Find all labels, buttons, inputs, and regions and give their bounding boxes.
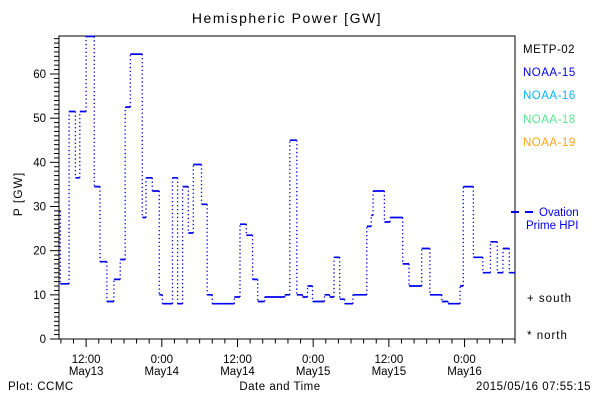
plot-timestamp: 2015/05/16 07:55:15 (475, 381, 591, 393)
ovation-legend-line1: Ovation (539, 207, 579, 219)
svg-text:30: 30 (33, 201, 46, 213)
north-marker-label: north (536, 330, 568, 342)
legend-item-noaa18: NOAA-18 (523, 113, 576, 126)
svg-text:40: 40 (33, 157, 46, 169)
y-axis-label: P [GW] (11, 171, 25, 217)
svg-text:May14: May14 (220, 366, 255, 378)
svg-text:10: 10 (33, 290, 46, 302)
legend-item-noaa16: NOAA-16 (523, 90, 576, 103)
svg-text:May15: May15 (296, 366, 331, 378)
ovation-line-legend: Ovation Prime HPI (511, 207, 579, 232)
legend-item-metp02: METP-02 (523, 44, 576, 56)
north-marker-legend: * north (527, 330, 568, 342)
x-axis-label: Date and Time (239, 381, 321, 393)
south-marker-legend: + south (527, 293, 572, 305)
svg-text:0:00: 0:00 (302, 354, 324, 366)
svg-text:12:00: 12:00 (374, 354, 403, 366)
svg-text:12:00: 12:00 (72, 354, 101, 366)
svg-text:0:00: 0:00 (151, 354, 173, 366)
svg-text:May15: May15 (372, 366, 407, 378)
chart-title: Hemispheric Power [GW] (191, 10, 383, 26)
legend-item-noaa19: NOAA-19 (523, 136, 576, 149)
satellite-legend: METP-02 NOAA-15 NOAA-16 NOAA-18 NOAA-19 (523, 39, 576, 155)
svg-text:20: 20 (33, 246, 46, 258)
svg-text:60: 60 (33, 69, 46, 81)
line-sample-icon (525, 211, 533, 213)
ovation-legend-line2: Prime HPI (526, 219, 579, 232)
south-marker-label: south (538, 293, 573, 305)
svg-text:12:00: 12:00 (223, 354, 252, 366)
svg-text:May16: May16 (447, 366, 482, 378)
svg-text:0:00: 0:00 (453, 354, 475, 366)
svg-text:May14: May14 (145, 366, 180, 378)
svg-text:0: 0 (40, 334, 46, 346)
asterisk-marker-icon: * (527, 330, 533, 342)
svg-text:50: 50 (33, 113, 46, 125)
line-sample-icon (511, 211, 519, 213)
legend-item-noaa15: NOAA-15 (523, 67, 576, 80)
svg-text:May13: May13 (69, 366, 104, 378)
plot-credit: Plot: CCMC (8, 381, 74, 393)
plus-marker-icon: + (527, 293, 535, 305)
